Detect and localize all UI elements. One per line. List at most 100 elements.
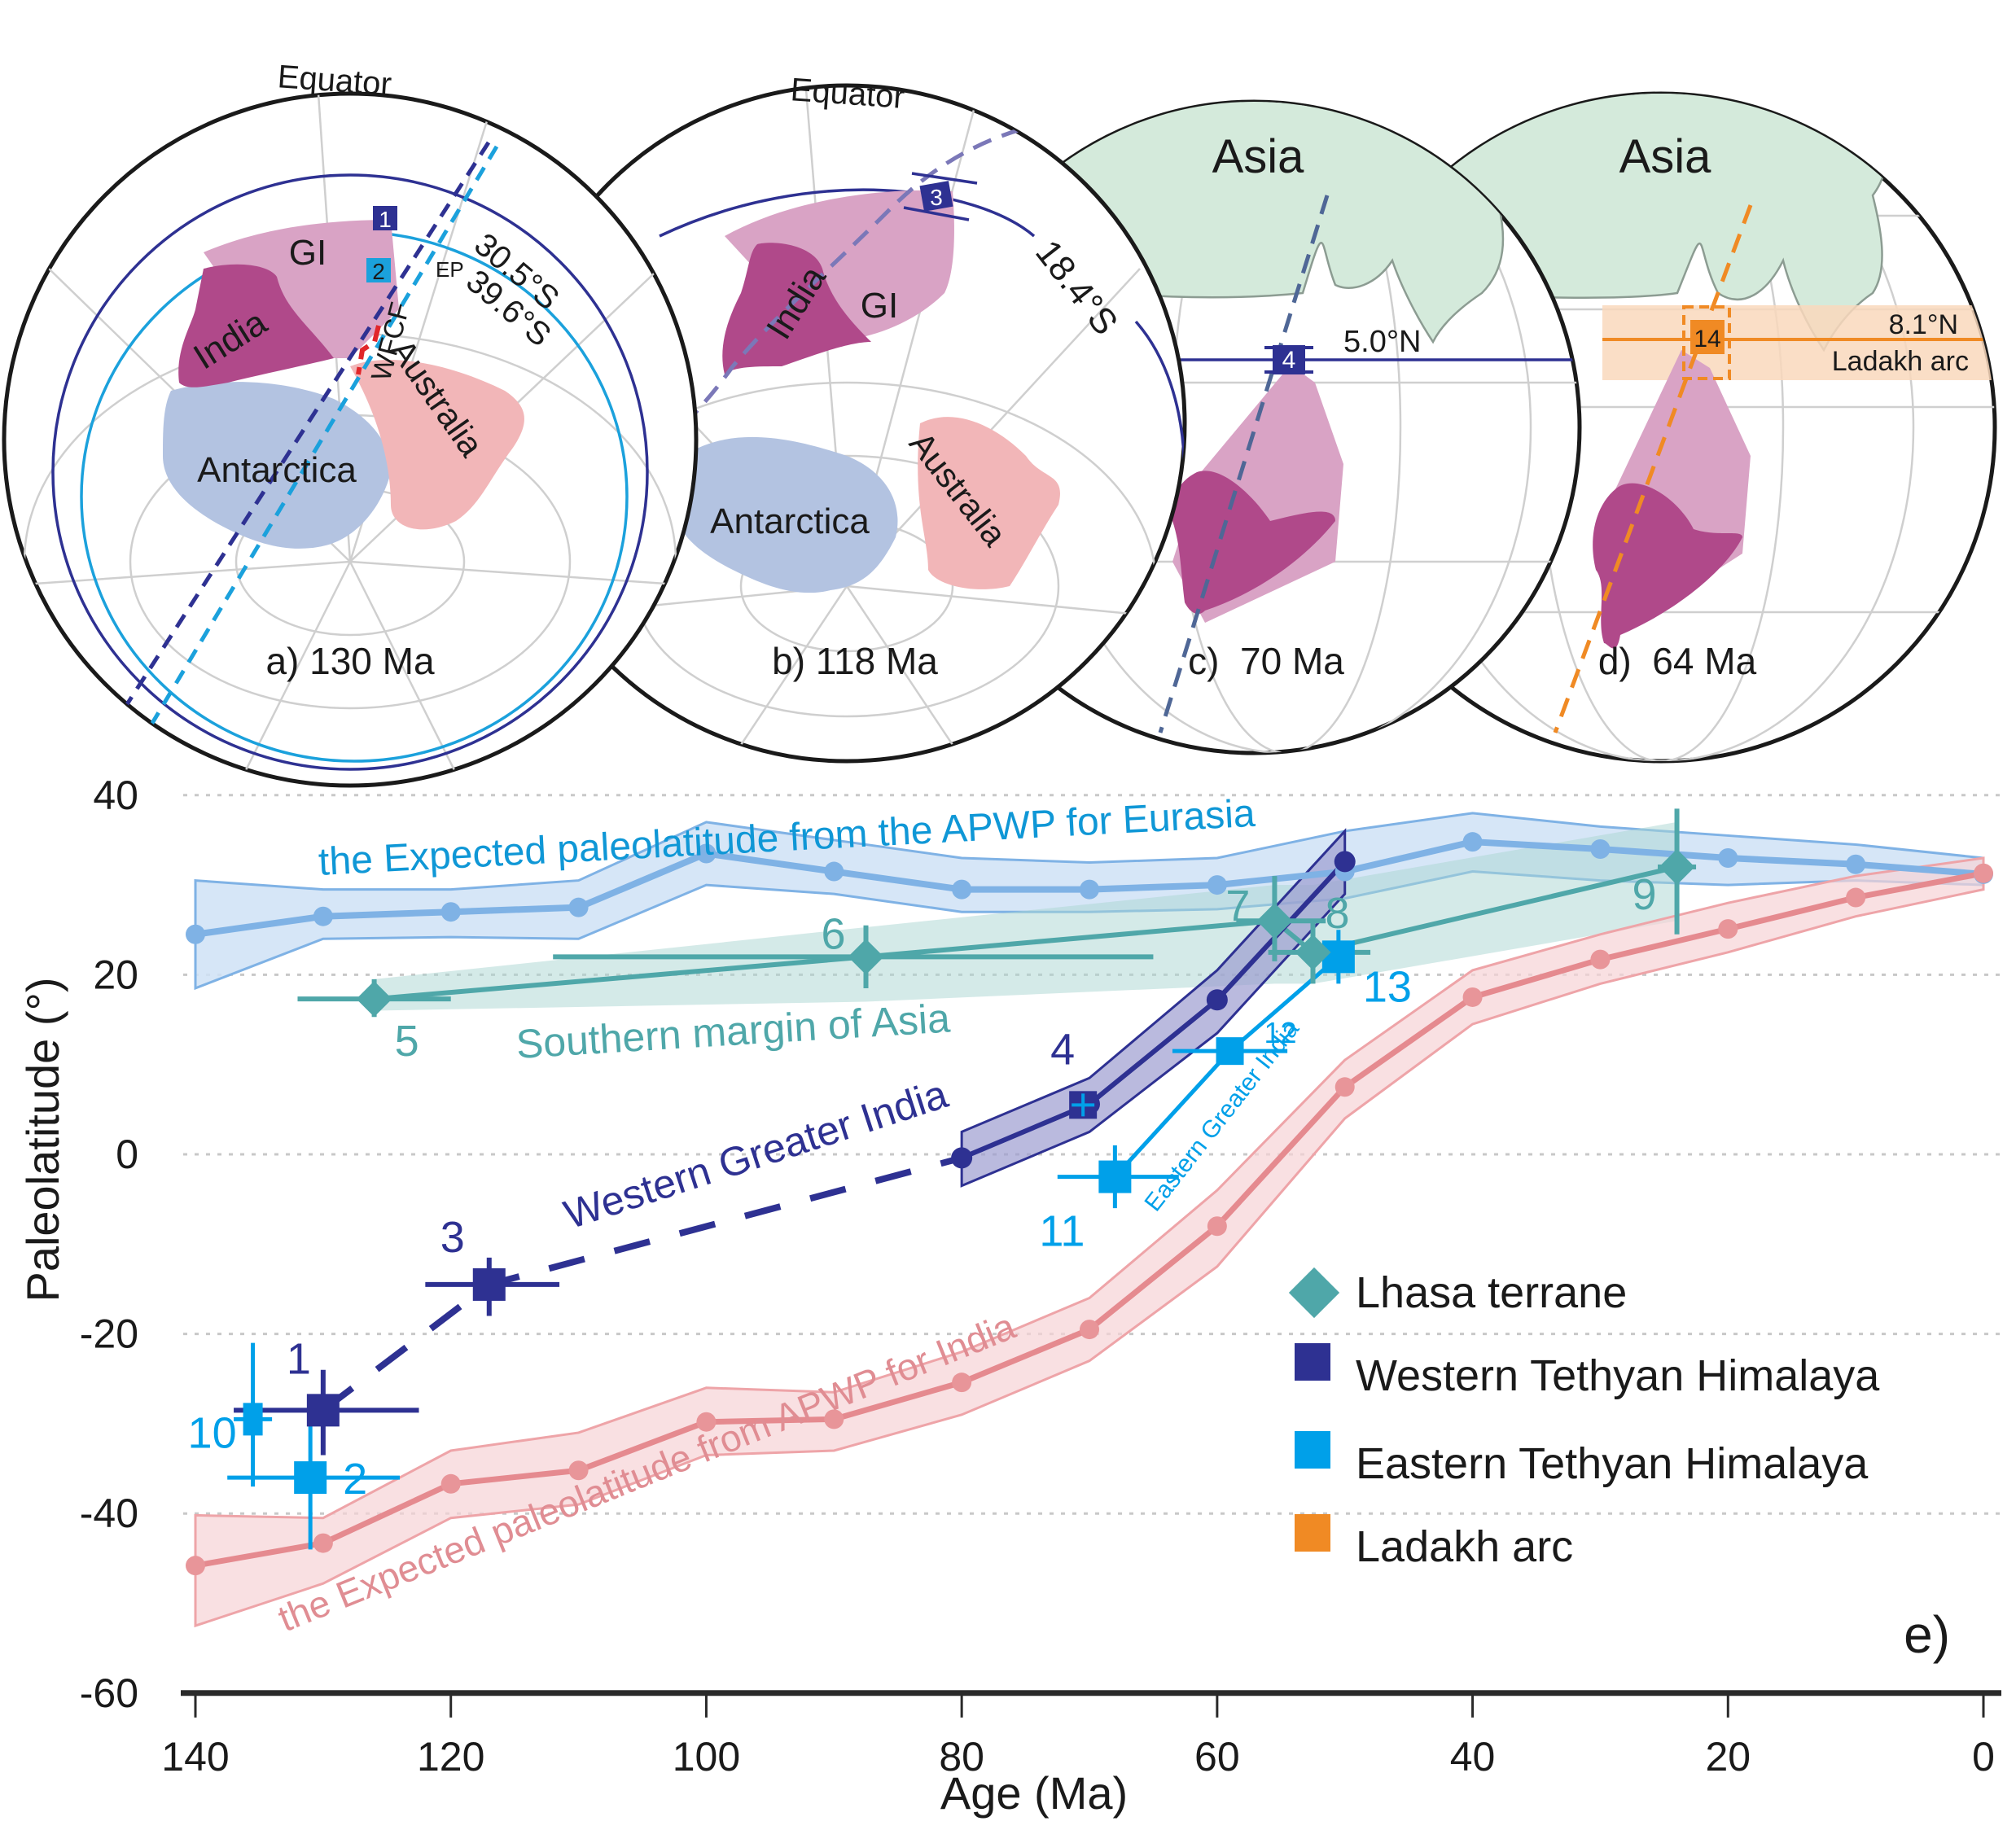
- site-marker-3: [919, 181, 953, 212]
- eastern-th-apwp-dashed-line: [144, 145, 499, 734]
- eastern_th-square-marker: [1321, 940, 1355, 974]
- india-apwp-point: [696, 1412, 717, 1432]
- legend-item-western-th: Western Tethyan Himalaya: [1295, 1343, 1880, 1400]
- continent-label-gi: GI: [289, 233, 327, 273]
- site-14-error-box: [1682, 305, 1731, 380]
- site-label-5: 5: [395, 1017, 419, 1066]
- site-label-3: 3: [930, 185, 943, 210]
- lhasa-diamond-marker: [1295, 934, 1331, 970]
- x-tick-label: 40: [1450, 1734, 1496, 1780]
- india-continent: [1172, 471, 1335, 615]
- eurasia-apwp-point: [1207, 875, 1227, 895]
- eurasia-apwp-point: [824, 861, 844, 882]
- western-greater-india-band: [960, 828, 1347, 1188]
- x-tick-label: 20: [1705, 1734, 1751, 1780]
- y-tick-label: -20: [80, 1311, 138, 1357]
- x-tick-label: 100: [673, 1734, 740, 1780]
- panel-label-d: d) 64 Ma: [1598, 640, 1757, 682]
- wfcf-fault: [356, 325, 381, 375]
- curve-label-india-apwp: the Expected paleolatitude from APWP for…: [272, 1304, 1021, 1640]
- india-apwp-point: [1590, 949, 1611, 970]
- eastern_th-square-marker: [1098, 1160, 1132, 1193]
- lhasa-diamond-marker: [1659, 849, 1695, 886]
- eurasia-apwp-point: [1718, 848, 1738, 869]
- ladakh-arc-band: [1602, 305, 1995, 380]
- data-markers: [186, 832, 1993, 1576]
- india-continent: [178, 264, 334, 387]
- legend-item-lhasa: Lhasa terrane: [1288, 1267, 1627, 1319]
- legend-label: Eastern Tethyan Himalaya: [1356, 1439, 1869, 1488]
- equator-label: Equator: [276, 59, 392, 103]
- western-greater-india-point: [951, 1147, 973, 1169]
- x-tick-label: 60: [1194, 1734, 1240, 1780]
- panel-label-a: a) 130 Ma: [265, 640, 435, 682]
- site-label-3: 3: [440, 1213, 465, 1262]
- legend-label: Western Tethyan Himalaya: [1356, 1351, 1880, 1400]
- continent-label-antarctica: Antarctica: [197, 450, 357, 490]
- y-axis-label: Paleolatitude (°): [17, 977, 68, 1302]
- latitude-label-5.0n: 5.0°N: [1343, 325, 1421, 359]
- ladakh-apwp-dashed-line: [1553, 204, 1753, 733]
- site-marker-4: [1273, 345, 1305, 374]
- eastern_th-square-marker: [1216, 1037, 1244, 1066]
- site-label-1: 1: [379, 207, 392, 232]
- india-apwp-point: [1846, 887, 1866, 908]
- india-continent: [722, 243, 871, 374]
- western-greater-india-point: [1334, 851, 1356, 873]
- globe-b-118ma: 3 Equator 18.4°S India GI Antarctica Aus…: [506, 72, 1187, 764]
- continent-label-asia: Asia: [1619, 130, 1712, 183]
- india-apwp-point: [440, 1473, 461, 1494]
- diamond-icon: [1288, 1267, 1340, 1319]
- india-apwp-point: [568, 1460, 589, 1481]
- latitude-label-8.1n: 8.1°N: [1889, 309, 1958, 340]
- site-3-error-bottom: [903, 206, 970, 221]
- x-tick-label: 0: [1972, 1734, 1995, 1780]
- site-label-6: 6: [821, 909, 845, 958]
- eurasia-apwp-point: [1080, 879, 1099, 900]
- greater-india: [725, 190, 954, 342]
- lhasa-diamond-marker: [848, 939, 884, 975]
- site-marker-1: [373, 206, 397, 230]
- legend-label: Ladakh arc: [1356, 1522, 1573, 1571]
- axes: 140 120 100 80 60 40 20 0 40 20 0 -20 -40 -60: [80, 773, 2001, 1780]
- eurasia-apwp-point: [186, 924, 205, 944]
- globe-a-130ma: 1 2 Equator 30.5°S 39.6°S EP WFCF India …: [2, 59, 699, 788]
- india-apwp-point: [1207, 1216, 1227, 1237]
- continent-label-antarctica: Antarctica: [710, 501, 870, 541]
- lhasa-diamond-marker: [356, 981, 392, 1018]
- x-tick-label: 120: [417, 1734, 484, 1780]
- y-tick-label: -40: [80, 1491, 138, 1536]
- western_th-square-marker: [472, 1267, 506, 1301]
- square-icon: [1295, 1343, 1330, 1381]
- site-marker-14: [1690, 320, 1725, 354]
- x-tick-label: 140: [161, 1734, 229, 1780]
- site-label-13: 13: [1363, 962, 1412, 1011]
- antarctica-landmass: [674, 436, 898, 593]
- eastern_th-square-marker: [294, 1461, 327, 1495]
- site-label-11: 11: [1039, 1207, 1085, 1256]
- eurasia-apwp-point: [313, 906, 333, 926]
- eurasia-apwp-point: [1846, 854, 1866, 874]
- lhasa-diamond-marker: [1256, 903, 1293, 939]
- site-label-2: 2: [343, 1455, 367, 1504]
- legend-item-eastern-th: Eastern Tethyan Himalaya: [1295, 1431, 1869, 1488]
- square-icon: [1295, 1431, 1330, 1469]
- legend: Lhasa terrane Western Tethyan Himalaya E…: [1288, 1267, 1880, 1571]
- site-label-7: 7: [1225, 882, 1250, 930]
- ladakh-arc-label: Ladakh arc: [1832, 346, 1969, 377]
- eurasia-apwp-point: [952, 879, 972, 900]
- panel-label-c: c) 70 Ma: [1188, 640, 1344, 682]
- india-apwp-point: [1718, 919, 1738, 939]
- india-apwp-band: [194, 856, 1985, 1628]
- western-th-apwp-dashed-line: [1158, 195, 1330, 733]
- x-tick-label: 80: [939, 1734, 984, 1780]
- australia-landmass: [918, 417, 1060, 589]
- india-apwp-point: [313, 1533, 333, 1553]
- greater-india: [204, 220, 399, 358]
- gridlines: [183, 794, 2003, 1515]
- y-tick-label: 0: [116, 1132, 138, 1177]
- site-marker-2: [366, 258, 391, 282]
- panel-label-e: e): [1904, 1605, 1950, 1664]
